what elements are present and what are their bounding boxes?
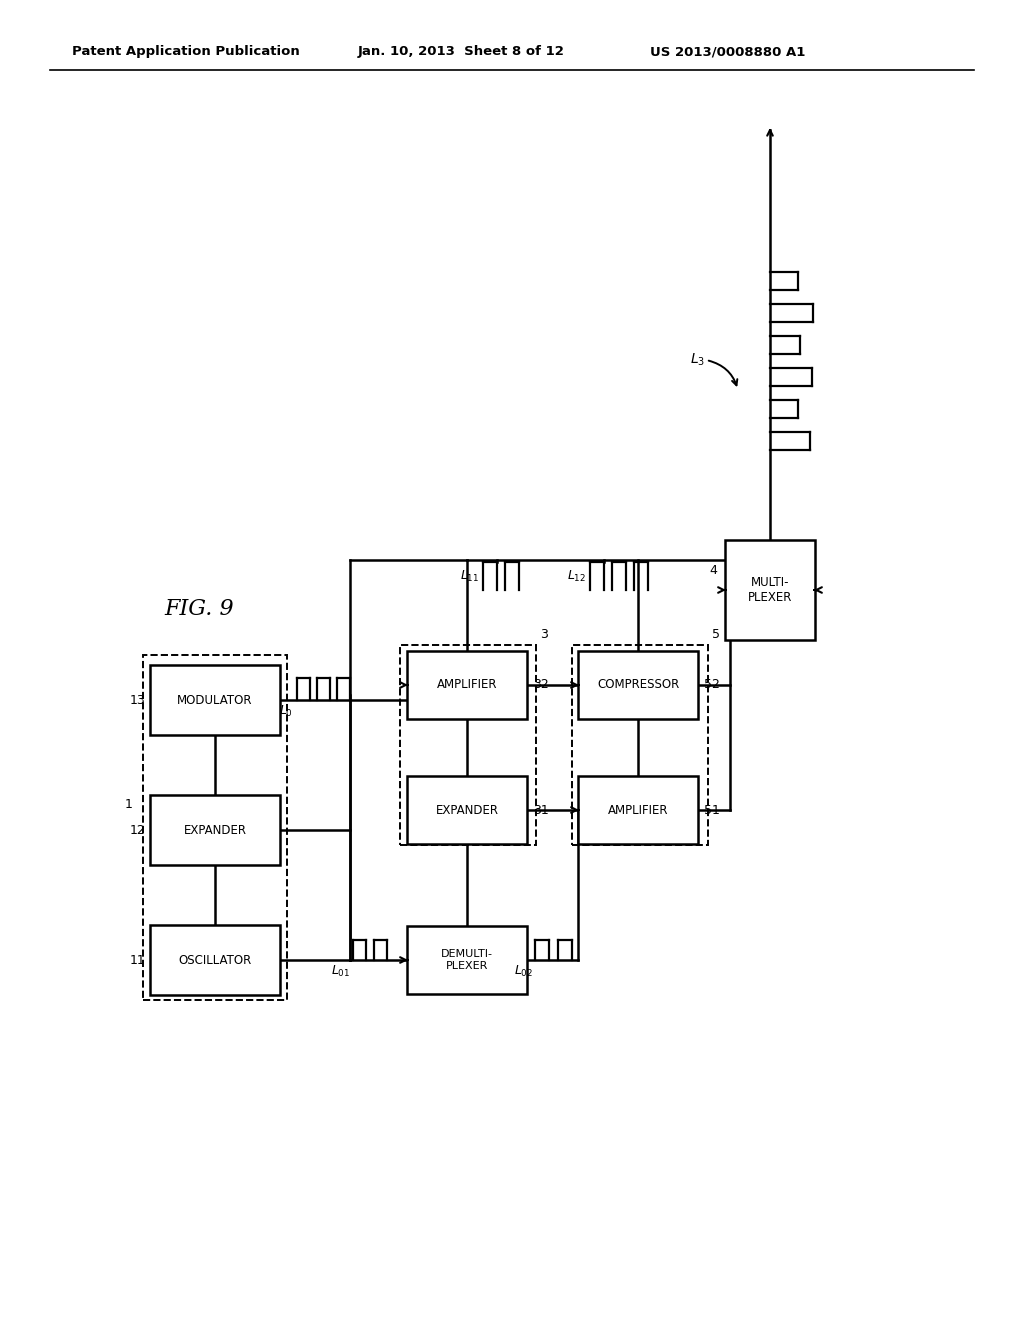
- Text: 32: 32: [534, 678, 549, 692]
- Text: Jan. 10, 2013  Sheet 8 of 12: Jan. 10, 2013 Sheet 8 of 12: [358, 45, 565, 58]
- Text: $L_{02}$: $L_{02}$: [514, 964, 534, 979]
- Text: FIG. 9: FIG. 9: [164, 598, 233, 620]
- Text: 1: 1: [125, 797, 133, 810]
- Text: 12: 12: [129, 824, 145, 837]
- Text: Patent Application Publication: Patent Application Publication: [72, 45, 300, 58]
- Text: US 2013/0008880 A1: US 2013/0008880 A1: [650, 45, 805, 58]
- Text: $L_{11}$: $L_{11}$: [460, 569, 479, 583]
- Bar: [578, 776, 698, 843]
- Text: AMPLIFIER: AMPLIFIER: [437, 678, 498, 692]
- Bar: [572, 645, 708, 845]
- Bar: [400, 645, 536, 845]
- Bar: [407, 651, 527, 719]
- Text: 4: 4: [710, 564, 717, 577]
- Bar: [150, 795, 280, 865]
- Bar: [407, 927, 527, 994]
- Text: 52: 52: [705, 678, 720, 692]
- Text: OSCILLATOR: OSCILLATOR: [178, 953, 252, 966]
- Text: DEMULTI-
PLEXER: DEMULTI- PLEXER: [441, 949, 493, 970]
- Text: 3: 3: [540, 628, 548, 642]
- Text: EXPANDER: EXPANDER: [435, 804, 499, 817]
- Text: $L_{01}$: $L_{01}$: [331, 964, 350, 979]
- Bar: [143, 655, 287, 1001]
- Bar: [407, 776, 527, 843]
- Text: $L_0$: $L_0$: [279, 704, 293, 719]
- Text: 11: 11: [129, 953, 145, 966]
- Bar: [150, 925, 280, 995]
- Text: $L_{12}$: $L_{12}$: [567, 569, 586, 583]
- Text: $L_3$: $L_3$: [690, 352, 706, 368]
- Text: 13: 13: [129, 693, 145, 706]
- Bar: [725, 540, 815, 640]
- Bar: [578, 651, 698, 719]
- Text: MODULATOR: MODULATOR: [177, 693, 253, 706]
- Text: 31: 31: [534, 804, 549, 817]
- Text: 5: 5: [712, 628, 720, 642]
- Text: COMPRESSOR: COMPRESSOR: [597, 678, 679, 692]
- Text: 51: 51: [705, 804, 720, 817]
- Text: EXPANDER: EXPANDER: [183, 824, 247, 837]
- Text: MULTI-
PLEXER: MULTI- PLEXER: [748, 576, 793, 605]
- Bar: [150, 665, 280, 735]
- Text: AMPLIFIER: AMPLIFIER: [608, 804, 669, 817]
